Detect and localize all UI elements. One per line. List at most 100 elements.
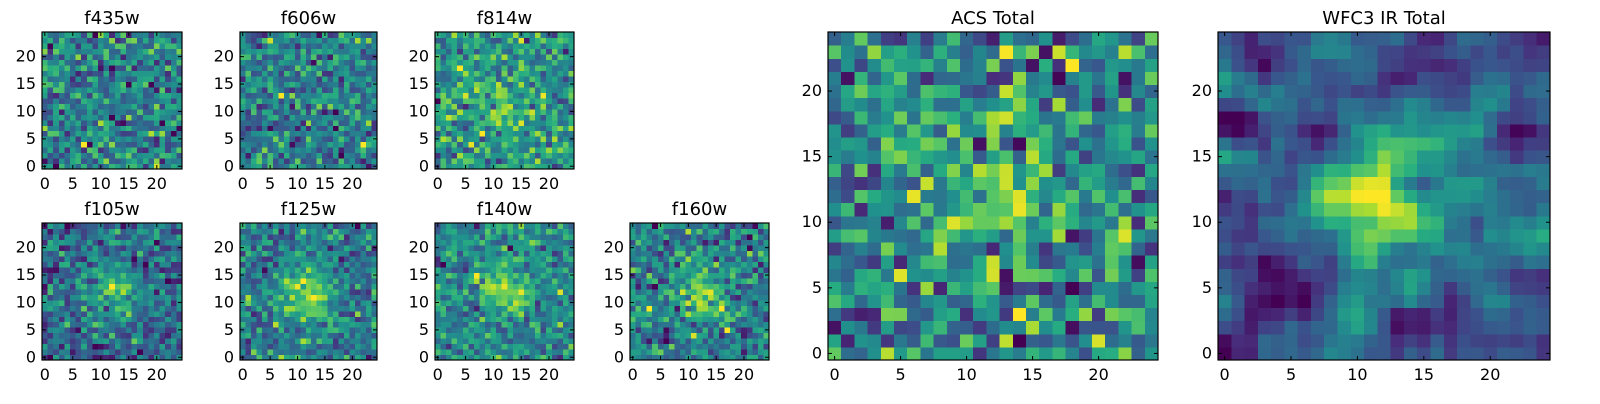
- heatmap-cell: [245, 153, 251, 159]
- heatmap-cell: [674, 311, 680, 317]
- heatmap-cell: [115, 267, 121, 273]
- heatmap-cell: [81, 300, 87, 306]
- heatmap-cell: [160, 98, 166, 104]
- heatmap-cell: [64, 278, 70, 284]
- heatmap-cell: [284, 250, 290, 256]
- heatmap-cell: [1066, 268, 1080, 282]
- heatmap-cell: [468, 76, 474, 82]
- heatmap-cell: [339, 54, 345, 60]
- heatmap-cell: [541, 92, 547, 98]
- heatmap-cell: [70, 103, 76, 109]
- heatmap-cell: [126, 267, 132, 273]
- heatmap-cell: [355, 261, 361, 267]
- heatmap-cell: [496, 261, 502, 267]
- heatmap-cell: [262, 283, 268, 289]
- heatmap-cell: [479, 267, 485, 273]
- heatmap-cell: [278, 294, 284, 300]
- heatmap-cell: [541, 316, 547, 322]
- heatmap-cell: [557, 103, 563, 109]
- heatmap-cell: [435, 147, 441, 153]
- heatmap-cell: [669, 272, 675, 278]
- heatmap-cell: [126, 76, 132, 82]
- heatmap-cell: [468, 114, 474, 120]
- heatmap-cell: [251, 92, 257, 98]
- heatmap-cell: [557, 278, 563, 284]
- heatmap-cell: [262, 32, 268, 38]
- heatmap-cell: [719, 267, 725, 273]
- heatmap-cell: [70, 48, 76, 54]
- heatmap-cell: [736, 349, 742, 355]
- heatmap-cell: [154, 125, 160, 131]
- heatmap-cell: [1013, 242, 1027, 256]
- heatmap-cell: [256, 256, 262, 262]
- heatmap-cell: [663, 228, 669, 234]
- heatmap-cell: [59, 322, 65, 328]
- heatmap-cell: [441, 305, 447, 311]
- heatmap-cell: [491, 349, 497, 355]
- heatmap-cell: [317, 103, 323, 109]
- heatmap-cell: [148, 256, 154, 262]
- heatmap-cell: [256, 59, 262, 65]
- heatmap-cell: [104, 81, 110, 87]
- heatmap-cell: [1000, 163, 1014, 177]
- heatmap-cell: [70, 153, 76, 159]
- heatmap-cell: [48, 223, 54, 229]
- heatmap-cell: [92, 136, 98, 142]
- heatmap-cell: [641, 327, 647, 333]
- heatmap-cell: [934, 281, 948, 295]
- heatmap-cell: [137, 300, 143, 306]
- heatmap-cell: [245, 283, 251, 289]
- heatmap-cell: [518, 158, 524, 164]
- heatmap-cell: [154, 48, 160, 54]
- heatmap-cell: [256, 153, 262, 159]
- heatmap-cell: [530, 43, 536, 49]
- heatmap-cell: [457, 147, 463, 153]
- heatmap-cell: [76, 239, 82, 245]
- heatmap-cell: [120, 239, 126, 245]
- heatmap-cell: [81, 239, 87, 245]
- heatmap-cell: [546, 136, 552, 142]
- heatmap-cell: [165, 289, 171, 295]
- x-tick-label: 15: [511, 174, 531, 193]
- heatmap-cell: [518, 300, 524, 306]
- x-tick-label: 0: [40, 174, 50, 193]
- heatmap-cell: [841, 229, 855, 243]
- heatmap-cell: [841, 294, 855, 308]
- heatmap-cell: [104, 32, 110, 38]
- y-tick-label: 15: [214, 74, 234, 93]
- heatmap-cell: [143, 228, 149, 234]
- heatmap-cell: [132, 256, 138, 262]
- heatmap-cell: [115, 76, 121, 82]
- heatmap-cell: [708, 239, 714, 245]
- heatmap-cell: [502, 81, 508, 87]
- heatmap-cell: [647, 311, 653, 317]
- heatmap-cell: [48, 136, 54, 142]
- heatmap-cell: [557, 272, 563, 278]
- heatmap-cell: [92, 43, 98, 49]
- heatmap-cell: [730, 272, 736, 278]
- heatmap-cell: [452, 333, 458, 339]
- heatmap-cell: [333, 70, 339, 76]
- heatmap-cell: [322, 327, 328, 333]
- heatmap-cell: [758, 338, 764, 344]
- heatmap-cell: [160, 305, 166, 311]
- heatmap-cell: [278, 70, 284, 76]
- heatmap-cell: [868, 242, 882, 256]
- heatmap-cell: [758, 228, 764, 234]
- heatmap-cell: [435, 234, 441, 240]
- heatmap-cell: [256, 267, 262, 273]
- heatmap-cell: [747, 344, 753, 350]
- heatmap-cell: [160, 87, 166, 93]
- heatmap-cell: [479, 32, 485, 38]
- heatmap-cell: [322, 256, 328, 262]
- heatmap-cell: [907, 321, 921, 335]
- heatmap-cell: [148, 333, 154, 339]
- heatmap-cell: [530, 311, 536, 317]
- heatmap-cell: [474, 305, 480, 311]
- heatmap-cell: [81, 349, 87, 355]
- heatmap-cell: [691, 311, 697, 317]
- heatmap-cell: [59, 289, 65, 295]
- heatmap-cell: [636, 239, 642, 245]
- heatmap-cell: [474, 37, 480, 43]
- heatmap-cell: [42, 333, 48, 339]
